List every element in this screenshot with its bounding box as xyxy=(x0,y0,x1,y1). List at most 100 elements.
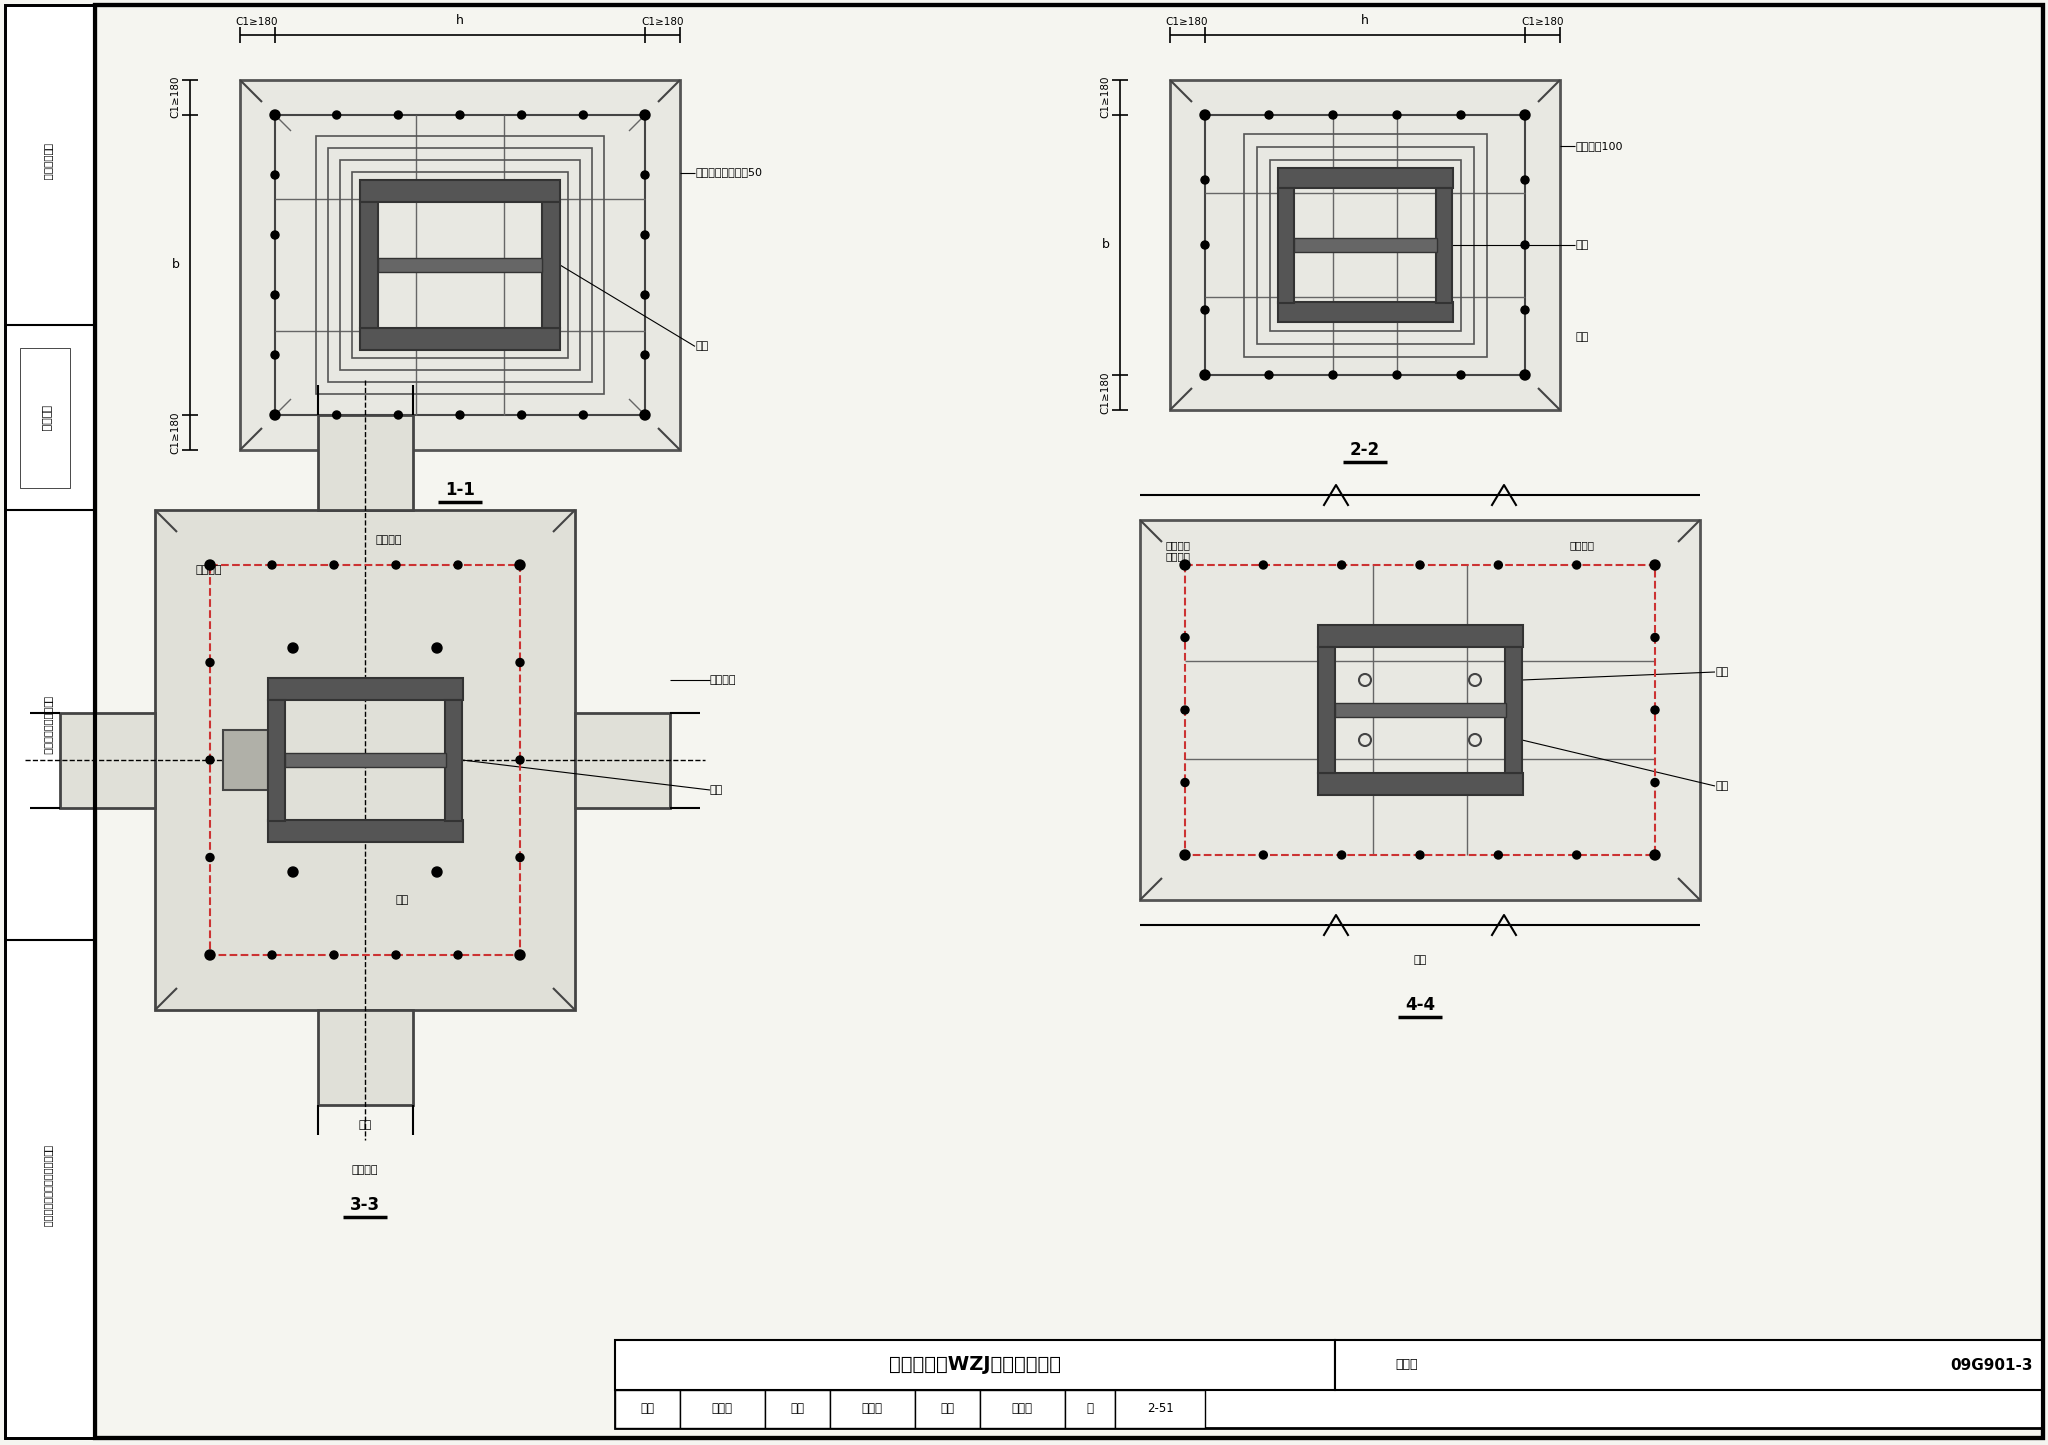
Circle shape xyxy=(1495,561,1503,569)
Circle shape xyxy=(332,410,340,419)
Bar xyxy=(614,1340,1335,1390)
Bar xyxy=(223,730,268,790)
Circle shape xyxy=(1200,176,1208,184)
Bar xyxy=(360,202,379,328)
Circle shape xyxy=(207,854,213,861)
Bar xyxy=(444,699,463,821)
Circle shape xyxy=(1522,306,1530,314)
Circle shape xyxy=(1260,851,1268,858)
Circle shape xyxy=(1337,851,1346,858)
Circle shape xyxy=(207,659,213,666)
Bar xyxy=(1243,134,1487,357)
Circle shape xyxy=(516,854,524,861)
Text: 筏形基础: 筏形基础 xyxy=(41,405,49,431)
Bar xyxy=(4,4,90,325)
Bar xyxy=(1335,704,1505,717)
Circle shape xyxy=(457,111,465,118)
Text: 外包式柱脚WZJ钢筋排布构造: 外包式柱脚WZJ钢筋排布构造 xyxy=(889,1355,1061,1374)
Bar xyxy=(543,202,559,328)
Circle shape xyxy=(641,290,649,299)
Circle shape xyxy=(1651,633,1659,642)
Circle shape xyxy=(1573,851,1581,858)
Text: 页: 页 xyxy=(1087,1403,1094,1416)
Text: h: h xyxy=(1362,14,1368,27)
Text: 栓钉: 栓钉 xyxy=(1714,780,1729,790)
Bar xyxy=(317,1010,414,1105)
Circle shape xyxy=(516,659,524,666)
Bar xyxy=(1278,302,1452,322)
Bar xyxy=(340,160,580,370)
Text: 箱形基础和地下室结构: 箱形基础和地下室结构 xyxy=(43,695,53,754)
Circle shape xyxy=(1415,851,1423,858)
Bar xyxy=(4,325,90,510)
Bar xyxy=(1257,147,1475,344)
Bar xyxy=(1114,1390,1204,1428)
Circle shape xyxy=(1200,110,1210,120)
Text: 1-1: 1-1 xyxy=(444,481,475,499)
Bar xyxy=(156,510,575,1010)
Bar xyxy=(829,1390,915,1428)
Circle shape xyxy=(1260,561,1268,569)
Bar xyxy=(328,147,592,381)
Circle shape xyxy=(1337,561,1346,569)
Circle shape xyxy=(205,949,215,959)
Text: C1≥180: C1≥180 xyxy=(1165,17,1208,27)
Bar xyxy=(1319,773,1524,795)
Text: 钢柱: 钢柱 xyxy=(694,341,709,351)
Circle shape xyxy=(1182,779,1190,786)
Bar xyxy=(1141,520,1700,900)
Bar xyxy=(379,259,543,272)
Circle shape xyxy=(1573,561,1581,569)
Circle shape xyxy=(207,756,213,764)
Circle shape xyxy=(1393,371,1401,379)
Bar xyxy=(268,699,285,821)
Bar xyxy=(268,678,463,699)
Circle shape xyxy=(1651,561,1661,569)
Text: C1≥180: C1≥180 xyxy=(1522,17,1565,27)
Text: 箍筋间距100: 箍筋间距100 xyxy=(1575,142,1622,150)
Circle shape xyxy=(1182,707,1190,714)
Circle shape xyxy=(639,110,649,120)
Bar xyxy=(1278,188,1294,303)
Bar xyxy=(59,712,156,808)
Text: 栓钉: 栓钉 xyxy=(395,894,408,905)
Bar xyxy=(1278,168,1452,188)
Circle shape xyxy=(330,951,338,959)
Text: 钢柱: 钢柱 xyxy=(711,785,723,795)
Text: 设计: 设计 xyxy=(940,1403,954,1416)
Circle shape xyxy=(455,951,463,959)
Circle shape xyxy=(518,410,526,419)
Circle shape xyxy=(205,561,215,569)
Bar xyxy=(1270,160,1460,331)
Text: 3-3: 3-3 xyxy=(350,1196,381,1214)
Bar xyxy=(4,510,90,941)
Circle shape xyxy=(391,951,399,959)
Circle shape xyxy=(289,867,299,877)
Text: 钢柱: 钢柱 xyxy=(1714,668,1729,678)
Circle shape xyxy=(641,171,649,179)
Circle shape xyxy=(270,231,279,238)
Text: 2-2: 2-2 xyxy=(1350,441,1380,460)
Text: 栓钉: 栓钉 xyxy=(1575,332,1589,342)
Circle shape xyxy=(580,111,588,118)
Circle shape xyxy=(432,643,442,653)
Text: 锚栓: 锚栓 xyxy=(1413,955,1427,965)
Circle shape xyxy=(455,561,463,569)
Bar xyxy=(20,348,70,488)
Circle shape xyxy=(268,951,276,959)
Bar xyxy=(315,136,604,394)
Circle shape xyxy=(268,561,276,569)
Text: C1≥180: C1≥180 xyxy=(1100,75,1110,118)
Circle shape xyxy=(270,110,281,120)
Bar xyxy=(981,1390,1065,1428)
Text: 一般构造要求: 一般构造要求 xyxy=(43,143,53,181)
Circle shape xyxy=(1180,850,1190,860)
Circle shape xyxy=(270,290,279,299)
Text: C1≥180: C1≥180 xyxy=(236,17,279,27)
Text: h: h xyxy=(457,14,465,27)
Text: C1≥180: C1≥180 xyxy=(1100,371,1110,415)
Text: b: b xyxy=(1102,238,1110,251)
Circle shape xyxy=(391,561,399,569)
Bar xyxy=(614,1340,2044,1428)
Circle shape xyxy=(1266,111,1274,118)
